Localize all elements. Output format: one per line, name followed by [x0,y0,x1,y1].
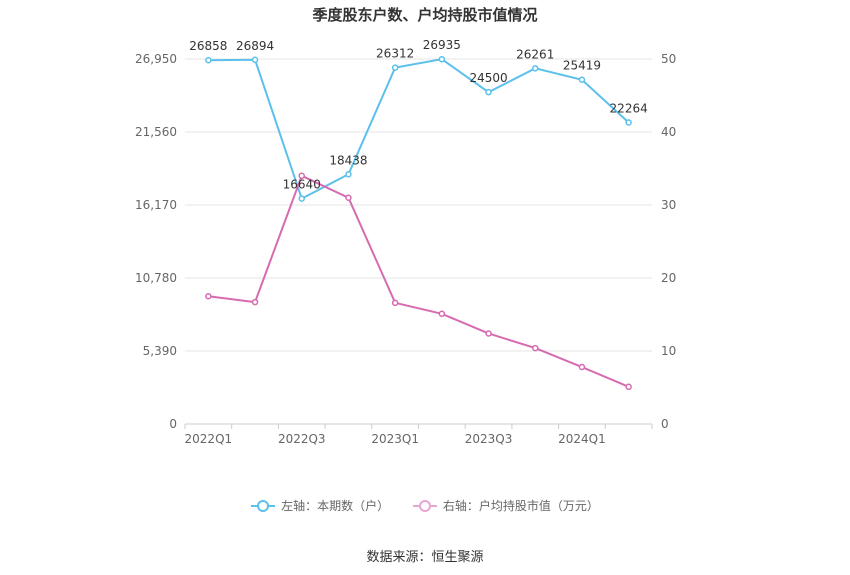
y-left-tick-label: 0 [169,417,177,431]
legend-label-right: 右轴：户均持股市值（万元） [442,499,599,513]
avg-holding-value-point [391,299,399,307]
chart-canvas: 0 0 5,390 10 10,780 20 16,170 30 21,560 40 26,950 5… [135,38,676,446]
data-label: 22264 [610,101,648,115]
avg-holding-value-point [345,194,352,201]
y-left-tick-label: 16,170 [135,198,177,212]
y-left-tick-label: 26,950 [135,52,177,66]
legend-item-left-series[interactable]: 左轴：本期数（户） [251,497,389,514]
chart-title: 季度股东户数、户均持股市值情况 [312,6,538,24]
shareholder-count-line [208,58,630,201]
shareholder-count-point [578,76,586,83]
avg-holding-value-point [438,310,446,318]
shareholder-count-point [345,171,352,178]
avg-holding-value-point [205,293,212,300]
shareholder-count-point [485,88,492,96]
y-right-tick-label: 10 [661,344,676,358]
data-label: 26261 [516,47,554,61]
avg-holding-value-point [298,172,305,180]
avg-holding-value-point [578,363,586,371]
legend: 左轴：本期数（户） 右轴：户均持股市值（万元） [0,497,850,515]
data-label: 26894 [236,39,274,53]
data-label: 16640 [283,178,321,192]
shareholder-count-point [298,195,305,202]
avg-holding-value-point [485,330,492,337]
shareholder-count-point [625,119,632,126]
x-tick-label: 2022Q3 [278,432,326,446]
x-tick-label: 2024Q1 [558,432,606,446]
x-tick-label: 2023Q3 [465,432,513,446]
shareholder-count-point [205,56,212,64]
y-left-tick-label: 21,560 [135,125,177,139]
data-label: 25419 [563,59,601,73]
data-label: 26312 [376,47,414,61]
data-label: 26935 [423,38,461,52]
shareholder-count-point [251,56,259,64]
x-tick-label: 2022Q1 [185,432,233,446]
data-label: 26858 [189,39,227,53]
data-source: 数据来源：恒生聚源 [366,550,484,565]
y-right-tick-label: 30 [661,198,676,212]
y-right-tick-label: 0 [661,417,669,431]
data-label: 18438 [329,153,367,167]
shareholder-count-point [391,64,399,71]
data-label: 24500 [469,71,507,85]
shareholder-count-point [532,65,539,72]
legend-marker-right [412,499,437,512]
avg-holding-value-point [532,344,539,352]
legend-item-right-series[interactable]: 右轴：户均持股市值（万元） [412,497,599,514]
y-right-tick-label: 20 [661,271,676,285]
legend-marker-left [251,499,276,512]
y-right-tick-label: 50 [661,52,676,66]
y-left-tick-label: 5,390 [143,344,177,358]
avg-holding-value-line [208,174,630,388]
x-tick-label: 2023Q1 [371,432,419,446]
shareholder-count-point [438,55,446,63]
avg-holding-value-point [625,383,632,391]
y-right-tick-label: 40 [661,125,676,139]
avg-holding-value-point [251,298,259,306]
y-left-tick-label: 10,780 [135,271,177,285]
legend-label-left: 左轴：本期数（户） [281,499,390,513]
